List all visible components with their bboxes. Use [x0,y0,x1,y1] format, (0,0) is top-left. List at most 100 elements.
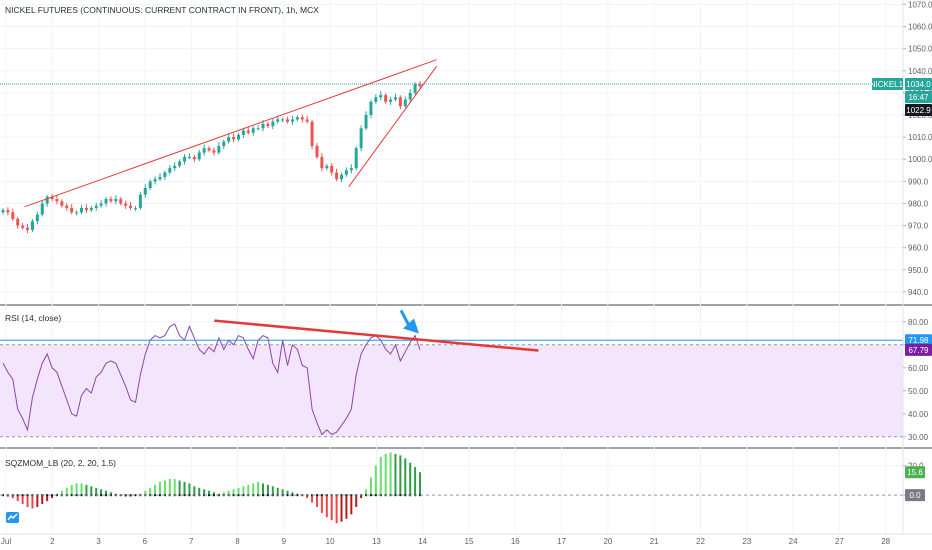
momentum-bar [419,472,421,496]
momentum-bar [394,453,397,496]
prev-close-badge-bg [905,104,932,117]
y-tick-label: 50.00 [908,387,929,396]
candle-body [26,227,30,231]
candle-body [173,165,177,169]
candle-body [418,84,422,87]
squeeze-dot [374,494,377,497]
candle-body [84,207,88,211]
candle-body [408,92,412,100]
candle-body [310,121,314,146]
momentum-bar [325,495,328,518]
candle-body [178,161,182,166]
momentum-bar [188,483,191,496]
momentum-bar [198,487,201,496]
momentum-bar [60,490,63,496]
candle-body [384,95,388,102]
rsi-value-badge-bg [905,343,932,356]
squeeze-dot [178,494,181,497]
candle-body [99,203,103,206]
squeeze-dot [242,494,245,497]
momentum-bar [355,495,358,507]
candle-body [124,203,128,206]
momentum-series [0,452,903,524]
rsi-level-badge-text: 71.98 [908,336,929,345]
momentum-bar [227,490,230,496]
momentum-bar [330,495,333,521]
candle-body [119,199,123,204]
momentum-bar [193,486,196,496]
momentum-bar [286,490,289,496]
candle-body [325,165,329,169]
wedge-trendline [348,66,437,188]
squeeze-dot [129,494,132,497]
squeeze-dot [183,494,186,497]
momentum-bar [404,458,407,496]
momentum-bar [70,484,73,496]
y-tick-label: 1000.0 [908,155,932,164]
momentum-bar [257,481,260,496]
candle-body [359,128,363,149]
squeeze-dot [158,494,161,497]
momentum-bar [208,490,211,496]
momentum-title: SQZMOM_LB (20, 2, 20, 1.5) [5,458,116,468]
candle-body [16,218,20,226]
momentum-bar [11,495,14,499]
countdown-badge-text: 16:47 [908,93,929,102]
x-tick-label: 10 [326,537,335,546]
momentum-bar [379,456,382,496]
candle-body [109,199,113,202]
symbol-badge-text: NICKEL1! [870,80,906,89]
squeeze-dot [188,494,191,497]
momentum-bar [183,481,186,496]
momentum-bar [409,462,412,496]
momentum-bar [149,487,152,496]
candle-body [104,199,108,204]
candle-body [413,84,417,93]
momentum-bar [41,495,44,505]
squeeze-dot [100,494,103,497]
candle-body [94,205,98,208]
x-tick-label: 3 [96,537,101,546]
candle-body [207,148,211,151]
squeeze-dot [340,494,343,497]
last-price-badge-text: 1034.0 [906,80,931,89]
x-tick-label: 20 [603,537,612,546]
tradingview-logo-icon [6,512,19,523]
squeeze-dot [369,494,372,497]
y-tick-label: 950.0 [908,266,929,275]
momentum-bar [291,492,294,496]
squeeze-dot [70,494,73,497]
momentum-bar [340,495,343,522]
candle-body [197,152,201,160]
momentum-bar [203,489,206,496]
momentum-bar [276,487,279,496]
y-tick-label: 1050.0 [908,45,932,54]
candle-body [354,148,358,169]
candle-body [340,174,344,180]
momentum-value-badge-bg [905,466,925,479]
squeeze-dot [291,494,294,497]
candle-body [50,196,54,200]
candle-body [227,137,231,142]
y-tick-label: 80.00 [908,318,929,327]
candle-body [192,157,196,160]
momentum-bar [237,487,240,496]
y-tick-label: 40.00 [908,410,929,419]
candle-body [236,134,240,140]
candle-body [232,137,236,140]
candle-body [246,130,250,133]
momentum-bar [105,490,108,496]
y-tick-label: 990.0 [908,177,929,186]
squeeze-dot [134,494,137,497]
momentum-bar [384,453,387,496]
candle-body [315,145,319,158]
squeeze-dot [394,494,397,497]
candle-body [60,201,64,206]
momentum-bar [26,495,29,507]
candle-body [75,212,79,214]
momentum-bar [21,495,24,505]
momentum-bar [345,495,348,519]
squeeze-dot [154,494,157,497]
